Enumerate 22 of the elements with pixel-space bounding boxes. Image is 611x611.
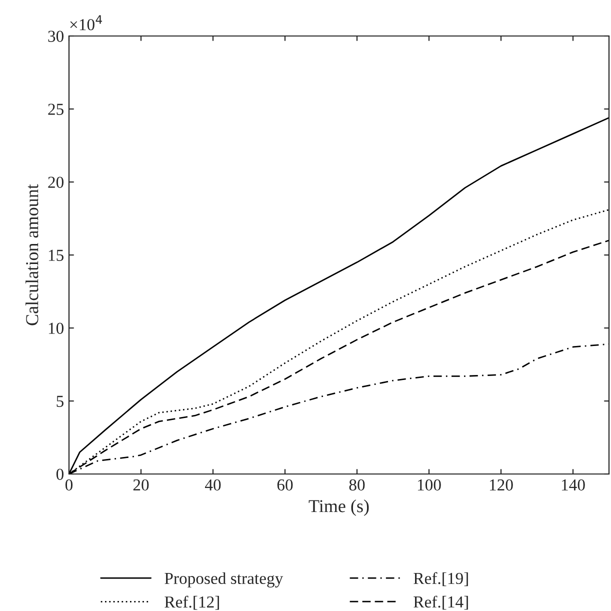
x-tick-label: 60 bbox=[277, 479, 293, 491]
x-tick-label: 120 bbox=[490, 479, 513, 491]
x-tick-label: 40 bbox=[204, 479, 221, 491]
legend-label: Proposed strategy bbox=[164, 572, 284, 588]
y-tick-label: 20 bbox=[48, 176, 64, 188]
y-tick-label: 5 bbox=[56, 396, 64, 407]
legend-label: Ref.[12] bbox=[164, 596, 219, 610]
x-tick-label: 140 bbox=[562, 479, 585, 491]
y-tick-label: 30 bbox=[48, 30, 64, 42]
x-tick-label: 100 bbox=[418, 479, 441, 491]
x-tick-label: 80 bbox=[349, 479, 365, 491]
legend-label: Ref.[19] bbox=[414, 572, 468, 586]
y-tick-label: 0 bbox=[56, 468, 64, 480]
y-tick-label: 25 bbox=[48, 104, 64, 115]
legend-label: Ref.[14] bbox=[414, 596, 468, 610]
x-axis-title: Time (s) bbox=[308, 500, 369, 516]
y-axis-title: Calculation amount bbox=[26, 184, 38, 326]
y-tick-label: 10 bbox=[48, 322, 64, 334]
x-tick-label: 20 bbox=[133, 479, 149, 491]
x-tick-label: 0 bbox=[65, 479, 73, 491]
y-tick-label: 15 bbox=[48, 250, 64, 261]
text: ×10$^{4}$ bbox=[70, 15, 102, 30]
